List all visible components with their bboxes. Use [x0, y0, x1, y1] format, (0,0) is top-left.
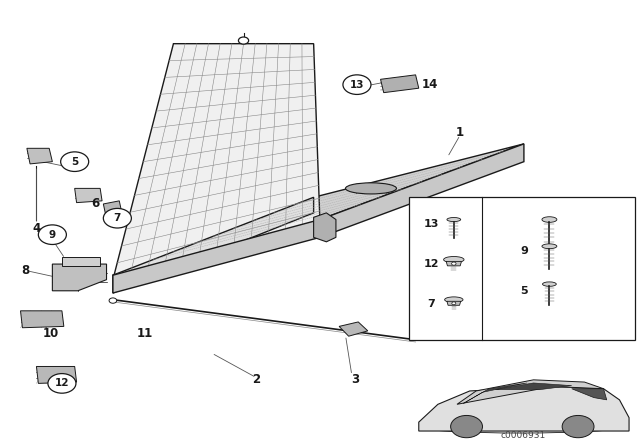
Ellipse shape — [346, 183, 396, 194]
Text: c0006931: c0006931 — [500, 431, 545, 440]
Text: 6: 6 — [92, 198, 100, 211]
Polygon shape — [75, 188, 102, 202]
Polygon shape — [113, 44, 320, 280]
Text: 13: 13 — [424, 219, 439, 229]
Text: 1: 1 — [456, 126, 464, 139]
Circle shape — [109, 298, 116, 303]
Circle shape — [48, 374, 76, 393]
Text: 5: 5 — [520, 286, 528, 296]
Polygon shape — [103, 201, 121, 213]
Text: 11: 11 — [136, 327, 153, 340]
Text: 10: 10 — [43, 327, 60, 340]
Text: 13: 13 — [349, 80, 364, 90]
Polygon shape — [419, 387, 629, 431]
Polygon shape — [446, 261, 461, 266]
Ellipse shape — [452, 262, 456, 265]
Circle shape — [451, 415, 483, 438]
Text: 8: 8 — [22, 264, 29, 277]
Text: 9: 9 — [520, 246, 528, 256]
Text: 5: 5 — [71, 157, 78, 167]
Polygon shape — [572, 389, 607, 400]
Ellipse shape — [542, 217, 557, 222]
Polygon shape — [463, 383, 527, 404]
Circle shape — [562, 415, 594, 438]
Circle shape — [103, 208, 131, 228]
Text: 12: 12 — [54, 379, 69, 388]
Text: 7: 7 — [428, 299, 435, 309]
Polygon shape — [113, 197, 314, 293]
Text: 3: 3 — [351, 373, 359, 386]
Polygon shape — [62, 258, 100, 266]
Polygon shape — [20, 311, 64, 328]
Polygon shape — [495, 383, 572, 390]
Polygon shape — [113, 220, 320, 293]
Ellipse shape — [444, 257, 464, 263]
Text: 12: 12 — [424, 259, 439, 269]
Text: 14: 14 — [421, 78, 438, 91]
Text: 2: 2 — [252, 373, 260, 386]
Polygon shape — [447, 302, 461, 305]
Text: 7: 7 — [114, 213, 121, 223]
Polygon shape — [113, 144, 524, 275]
Ellipse shape — [543, 282, 556, 286]
Polygon shape — [457, 380, 604, 404]
Text: 4: 4 — [32, 222, 40, 235]
Text: 9: 9 — [49, 230, 56, 240]
Polygon shape — [339, 322, 368, 336]
Polygon shape — [27, 148, 52, 164]
Polygon shape — [52, 264, 106, 291]
Circle shape — [343, 75, 371, 95]
Ellipse shape — [422, 422, 620, 433]
Bar — [409, 197, 636, 340]
Polygon shape — [381, 75, 419, 93]
Ellipse shape — [452, 302, 456, 305]
Circle shape — [239, 37, 248, 44]
Polygon shape — [36, 366, 77, 383]
Ellipse shape — [542, 244, 557, 249]
Circle shape — [38, 225, 67, 245]
Polygon shape — [314, 213, 336, 242]
Ellipse shape — [445, 297, 463, 302]
Polygon shape — [320, 144, 524, 237]
Ellipse shape — [447, 218, 461, 222]
Circle shape — [61, 152, 89, 172]
